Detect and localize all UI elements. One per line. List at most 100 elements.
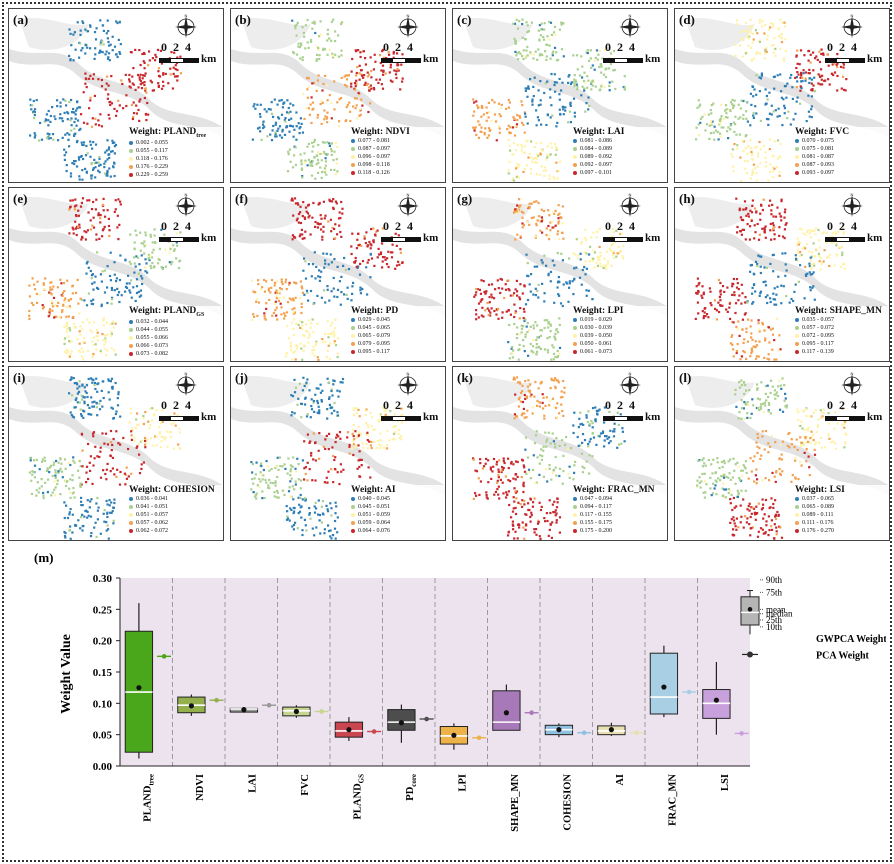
grid-cell-dot: [319, 276, 322, 279]
grid-cell-dot: [576, 88, 579, 91]
grid-cell-dot: [115, 114, 118, 117]
grid-cell-dot: [79, 29, 82, 32]
grid-cell-dot: [105, 32, 108, 35]
grid-cell-dot: [374, 60, 377, 63]
grid-cell-dot: [337, 55, 341, 58]
scale-bar: [603, 58, 643, 63]
grid-cell-dot: [547, 209, 550, 212]
grid-cell-dot: [732, 104, 735, 107]
grid-cell-dot: [593, 59, 596, 62]
grid-cell-dot: [59, 467, 62, 470]
grid-cell-dot: [73, 31, 76, 34]
grid-cell-dot: [73, 120, 76, 124]
grid-cell-dot: [752, 95, 755, 98]
grid-cell-dot: [355, 50, 358, 53]
grid-cell-dot: [771, 327, 774, 330]
grid-cell-dot: [312, 81, 315, 85]
grid-cell-dot: [534, 50, 537, 53]
grid-cell-dot: [379, 439, 382, 442]
grid-cell-dot: [94, 387, 97, 391]
grid-cell-dot: [703, 480, 706, 483]
scale-bar: [159, 416, 199, 421]
legend-title: Weight: PLANDtree: [129, 127, 207, 139]
grid-cell-dot: [617, 252, 621, 255]
grid-cell-dot: [696, 485, 699, 488]
grid-cell-dot: [306, 413, 309, 416]
grid-cell-dot: [304, 382, 308, 385]
grid-cell-dot: [74, 198, 77, 201]
grid-cell-dot: [510, 347, 513, 350]
grid-cell-dot: [536, 350, 539, 353]
grid-cell-dot: [125, 466, 128, 469]
grid-cell-dot: [321, 338, 324, 341]
grid-cell-dot: [386, 429, 389, 433]
grid-cell-dot: [773, 523, 776, 526]
grid-cell-dot: [320, 99, 323, 102]
grid-cell-dot: [143, 96, 146, 100]
grid-cell-dot: [284, 467, 287, 470]
map-legend: Weight: COHESION 0.036 - 0.041 0.041 - 0.0…: [129, 485, 223, 535]
grid-cell-dot: [387, 265, 390, 269]
grid-cell-dot: [48, 291, 51, 294]
grid-cell-dot: [770, 519, 773, 522]
grid-cell-dot: [277, 127, 280, 130]
grid-cell-dot: [328, 199, 331, 203]
grid-cell-dot: [396, 64, 399, 67]
grid-cell-dot: [365, 442, 368, 445]
grid-cell-dot: [369, 102, 372, 105]
grid-cell-dot: [767, 118, 770, 121]
grid-cell-dot: [401, 261, 404, 264]
grid-cell-dot: [561, 409, 564, 413]
grid-cell-dot: [786, 82, 789, 85]
grid-cell-dot: [330, 150, 333, 153]
grid-cell-dot: [311, 263, 315, 266]
grid-cell-dot: [735, 350, 738, 353]
grid-cell-dot: [843, 267, 846, 270]
grid-cell-dot: [281, 489, 284, 492]
grid-cell-dot: [136, 412, 139, 415]
grid-cell-dot: [605, 250, 609, 253]
grid-cell-dot: [782, 285, 785, 288]
grid-cell-dot: [381, 64, 385, 67]
grid-cell-dot: [326, 33, 329, 36]
grid-cell-dot: [355, 104, 358, 107]
grid-cell-dot: [94, 143, 98, 146]
grid-cell-dot: [507, 169, 510, 172]
grid-cell-dot: [713, 138, 716, 141]
grid-cell-dot: [773, 287, 776, 290]
grid-cell-dot: [143, 83, 146, 87]
grid-cell-dot: [110, 302, 113, 305]
grid-cell-dot: [103, 520, 106, 523]
grid-cell-dot: [842, 263, 845, 266]
grid-cell-dot: [791, 86, 794, 89]
grid-cell-dot: [523, 319, 526, 323]
grid-cell-dot: [562, 470, 565, 473]
grid-cell-dot: [573, 78, 576, 81]
grid-cell-dot: [519, 400, 522, 403]
legend-row: 0.095 - 0.117: [351, 348, 445, 356]
grid-cell-dot: [114, 412, 117, 416]
grid-cell-dot: [535, 173, 538, 176]
grid-cell-dot: [292, 327, 295, 330]
grid-cell-dot: [843, 426, 846, 429]
grid-cell-dot: [250, 318, 253, 321]
grid-cell-dot: [300, 479, 303, 482]
grid-cell-dot: [323, 217, 326, 220]
grid-cell-dot: [285, 351, 288, 354]
grid-cell-dot: [352, 105, 355, 108]
grid-cell-dot: [368, 440, 371, 443]
grid-cell-dot: [759, 218, 762, 221]
grid-cell-dot: [818, 60, 822, 64]
grid-cell-dot: [774, 517, 778, 521]
grid-cell-dot: [526, 122, 529, 125]
grid-cell-dot: [82, 143, 85, 147]
grid-cell-dot: [367, 258, 370, 262]
grid-cell-dot: [318, 513, 322, 517]
grid-cell-dot: [69, 525, 72, 528]
grid-cell-dot: [736, 343, 739, 346]
grid-cell-dot: [263, 317, 266, 320]
grid-cell-dot: [613, 428, 616, 431]
grid-cell-dot: [49, 120, 52, 123]
